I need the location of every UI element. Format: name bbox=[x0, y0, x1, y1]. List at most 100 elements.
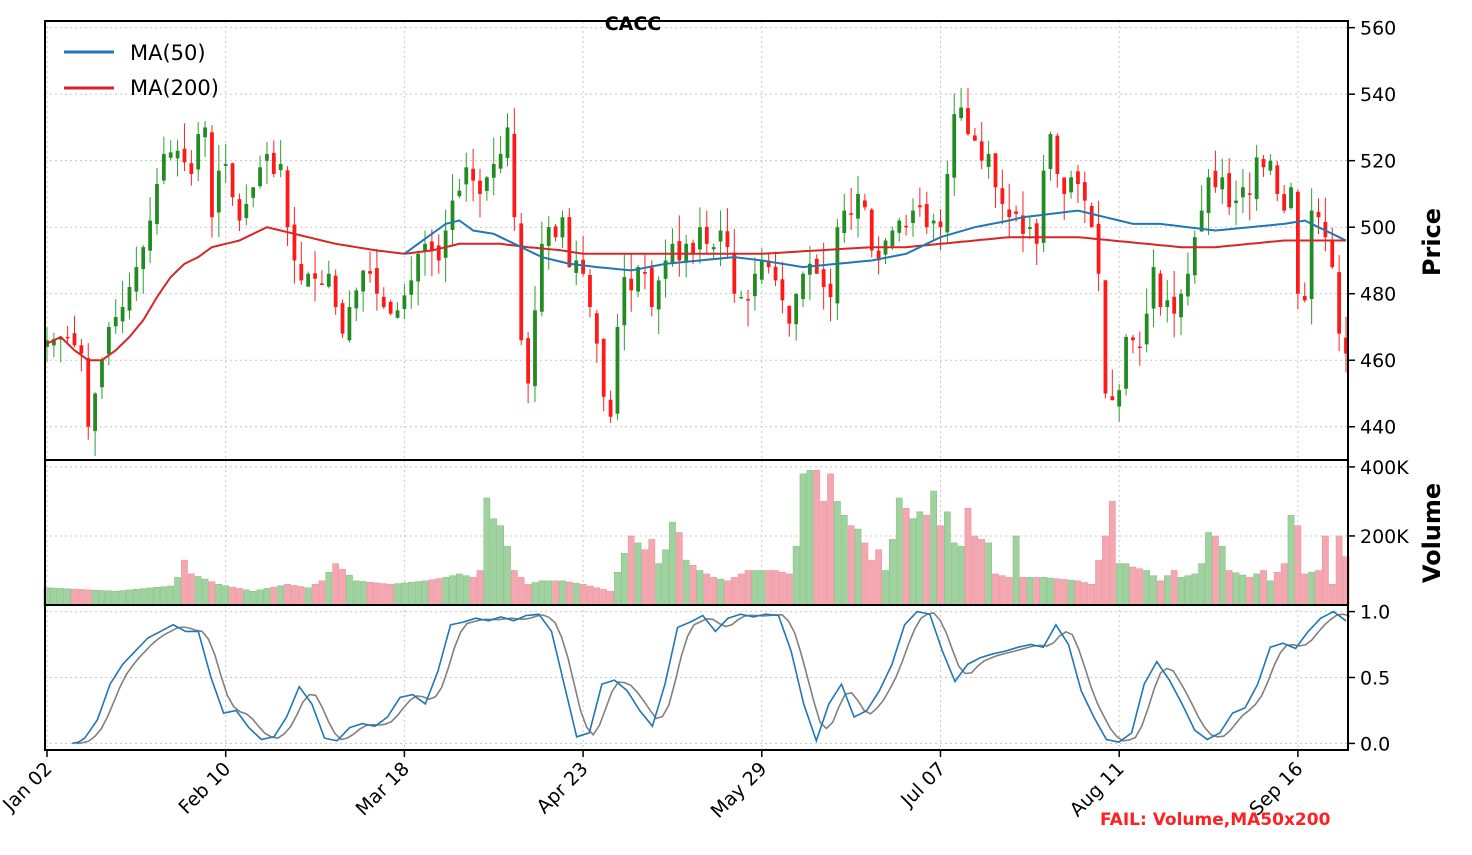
volume-bar bbox=[483, 497, 491, 606]
candle-body bbox=[1289, 187, 1293, 209]
volume-bar bbox=[297, 586, 305, 606]
candle-body bbox=[1302, 296, 1307, 301]
candle-body bbox=[1021, 215, 1025, 234]
candle-body bbox=[155, 183, 159, 225]
volume-bar bbox=[566, 581, 573, 606]
volume-bar bbox=[98, 590, 106, 606]
volume-bar bbox=[359, 581, 367, 606]
volume-bar bbox=[944, 511, 951, 606]
candle-body bbox=[622, 277, 627, 326]
candle-body bbox=[278, 164, 283, 171]
volume-bar bbox=[1170, 570, 1178, 606]
price-ytick-label: 460 bbox=[1360, 350, 1396, 372]
price-ytick-label: 520 bbox=[1360, 151, 1396, 173]
volume-bar bbox=[1191, 573, 1199, 606]
volume-bar bbox=[854, 528, 862, 606]
candle-body bbox=[574, 260, 579, 273]
volume-bar bbox=[517, 577, 525, 606]
volume-bar bbox=[889, 539, 896, 606]
volume-bar bbox=[531, 582, 539, 606]
candle-body bbox=[601, 338, 606, 397]
candle-body bbox=[161, 154, 166, 181]
candle-body bbox=[1172, 296, 1177, 314]
candle-body bbox=[79, 345, 84, 354]
candle-body bbox=[917, 205, 922, 208]
candle-body bbox=[443, 230, 448, 258]
volume-bar bbox=[1225, 570, 1233, 606]
candle-body bbox=[106, 326, 111, 355]
price-candles bbox=[45, 87, 1348, 457]
candle-body bbox=[1206, 177, 1211, 214]
candle-body bbox=[780, 279, 785, 301]
candle-body bbox=[594, 313, 599, 344]
candle-body bbox=[1234, 200, 1238, 204]
volume-bar bbox=[820, 501, 827, 606]
volume-bar bbox=[401, 582, 408, 606]
candle-body bbox=[759, 260, 764, 280]
candle-body bbox=[505, 127, 510, 159]
candle-body bbox=[1199, 210, 1204, 232]
volume-bar bbox=[985, 542, 992, 606]
volume-bar bbox=[1150, 575, 1157, 606]
volume-bar bbox=[751, 570, 759, 606]
candle-body bbox=[1089, 205, 1094, 228]
candle-body bbox=[1220, 177, 1225, 190]
candle-body bbox=[1275, 165, 1280, 194]
volume-bar bbox=[435, 578, 443, 606]
volume-bar bbox=[222, 585, 230, 606]
candle-body bbox=[643, 271, 647, 274]
legend-ma50-label: MA(50) bbox=[130, 41, 206, 65]
oscillator-ytick-label: 0.5 bbox=[1360, 668, 1390, 690]
volume-bar bbox=[895, 497, 903, 606]
candle-body bbox=[629, 278, 634, 291]
volume-bar bbox=[236, 588, 243, 606]
candle-body bbox=[1137, 346, 1142, 349]
oscillator-k-line bbox=[72, 610, 1347, 745]
volume-bars bbox=[43, 470, 1350, 606]
candle-body bbox=[924, 204, 929, 228]
volume-bar bbox=[572, 582, 580, 606]
candle-body bbox=[1247, 193, 1252, 195]
volume-bar bbox=[270, 586, 278, 606]
candle-body bbox=[491, 164, 496, 178]
price-ytick-label: 540 bbox=[1360, 84, 1396, 106]
candle-body bbox=[972, 135, 977, 141]
candle-body bbox=[1144, 313, 1149, 345]
candle-body bbox=[698, 227, 702, 250]
volume-bar bbox=[1184, 575, 1192, 606]
volume-bar bbox=[669, 521, 676, 606]
volume-bar bbox=[524, 584, 532, 606]
volume-bar bbox=[1081, 582, 1089, 606]
volume-bar bbox=[607, 590, 614, 606]
candle-body bbox=[1282, 194, 1287, 211]
volume-bar bbox=[1260, 570, 1267, 606]
volume-bar bbox=[648, 539, 656, 606]
volume-bar bbox=[284, 584, 291, 606]
candle-body bbox=[216, 170, 221, 213]
volume-bar bbox=[964, 508, 972, 606]
volume-bar bbox=[119, 590, 126, 606]
price-ytick-label: 440 bbox=[1360, 417, 1396, 439]
volume-bar bbox=[146, 587, 154, 606]
volume-bar bbox=[1267, 580, 1274, 606]
volume-bar bbox=[992, 573, 999, 606]
candle-body bbox=[86, 358, 91, 427]
price-axis-label: Price bbox=[1418, 208, 1446, 276]
legend-ma200-label: MA(200) bbox=[130, 76, 219, 100]
volume-bar bbox=[174, 577, 181, 606]
candle-body bbox=[1295, 191, 1300, 294]
volume-bar bbox=[78, 589, 85, 606]
oscillator-d-line bbox=[75, 612, 1351, 745]
candle-body bbox=[65, 336, 70, 339]
candle-body bbox=[292, 224, 297, 261]
volume-bar bbox=[813, 470, 821, 606]
volume-bar bbox=[1088, 584, 1096, 606]
candle-body bbox=[127, 287, 132, 311]
volume-bar bbox=[1205, 532, 1212, 606]
volume-bar bbox=[834, 501, 841, 606]
volume-bar bbox=[160, 586, 168, 606]
candle-body bbox=[711, 247, 716, 250]
candle-body bbox=[1055, 135, 1060, 174]
candle-body bbox=[416, 253, 421, 282]
volume-bar bbox=[1067, 579, 1075, 606]
